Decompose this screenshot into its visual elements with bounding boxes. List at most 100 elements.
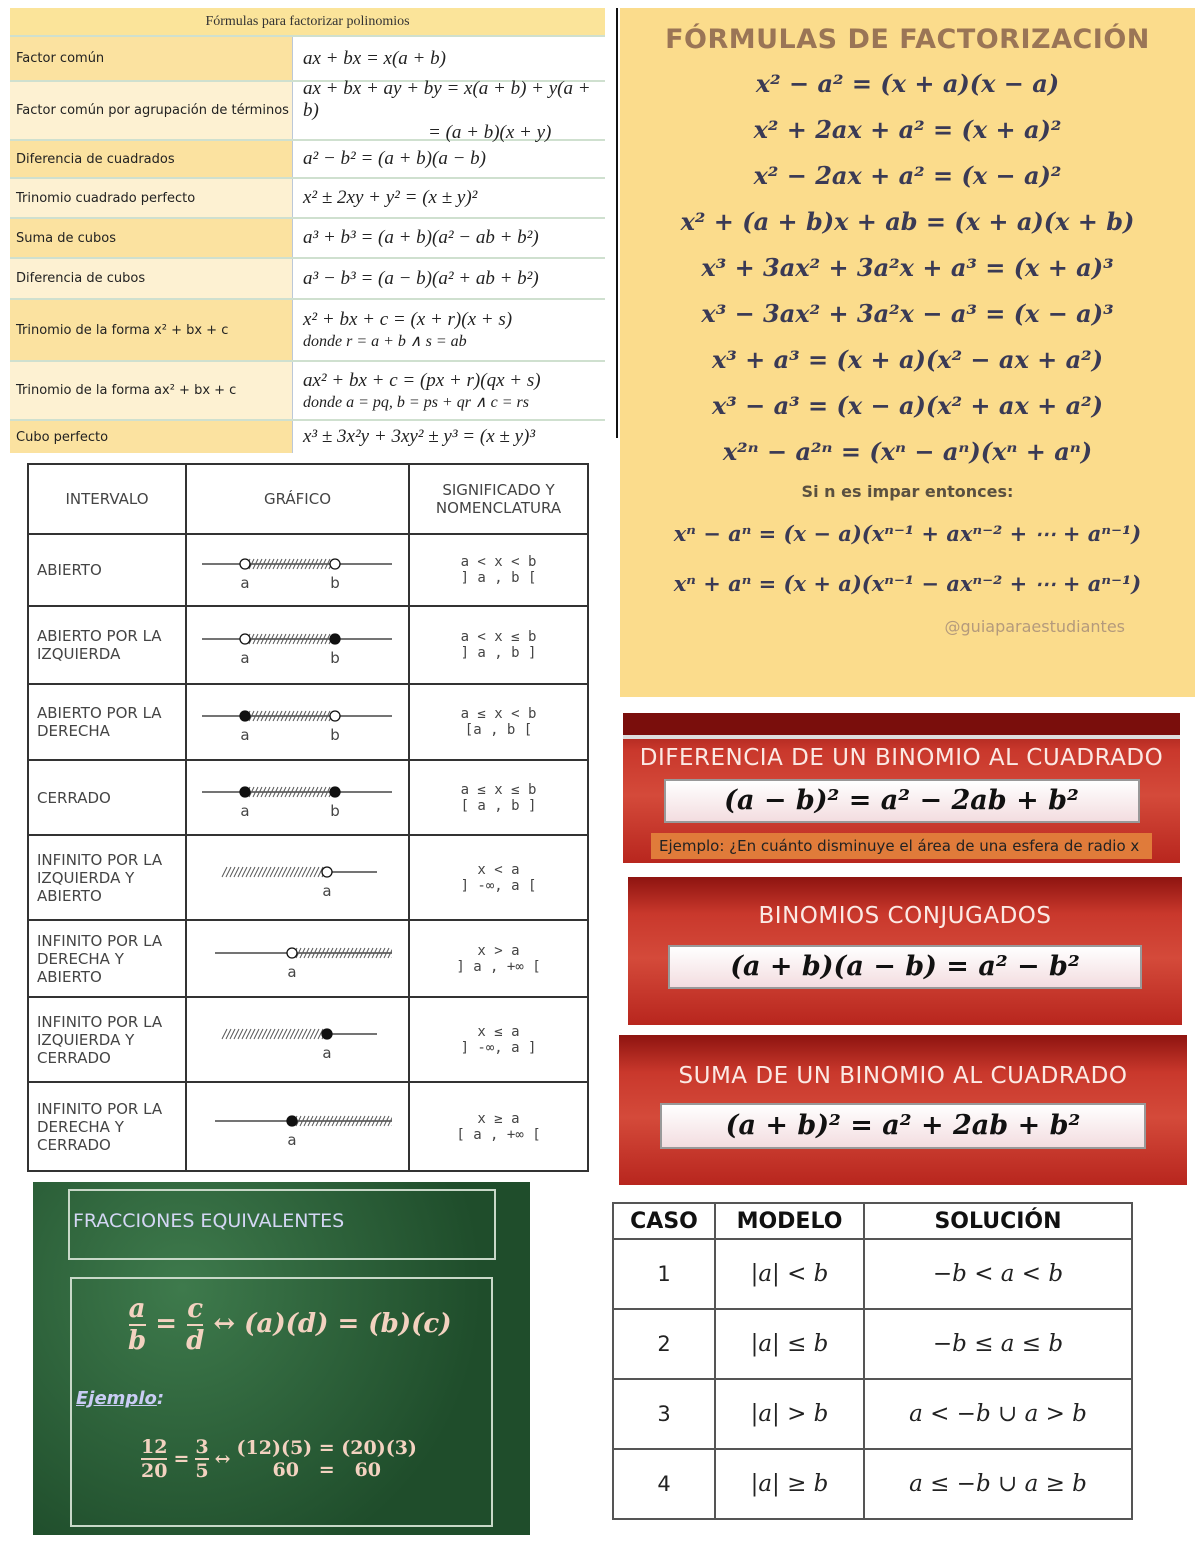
interval-meaning: x > a] a , +∞ [ xyxy=(408,919,589,998)
hatch-mark xyxy=(351,947,358,958)
endpoint-label: b xyxy=(330,726,340,744)
formula-name: Trinomio cuadrado perfecto xyxy=(10,179,293,217)
open-endpoint xyxy=(321,865,333,878)
hatch-mark xyxy=(297,866,304,877)
formula-row: Factor común ax + bx = x(a + b) xyxy=(10,35,605,80)
hatch-mark xyxy=(264,786,271,797)
odd-formula: xⁿ − aⁿ = (x − a)(xⁿ⁻¹ + axⁿ⁻² + ⋯ + aⁿ⁻… xyxy=(673,521,1142,546)
interval-name: INFINITO POR LA IZQUIERDA Y ABIERTO xyxy=(27,834,187,921)
interval-row: ABIERTO a b a < x < b] a , b [ xyxy=(27,533,589,607)
notation: ] -∞, a ] xyxy=(460,1039,537,1056)
case-number: 4 xyxy=(612,1448,716,1520)
hatch-mark xyxy=(327,1115,334,1126)
denominator: b xyxy=(128,1326,147,1356)
hatch-mark xyxy=(320,710,327,722)
hatch-mark xyxy=(288,633,295,645)
hatch-mark xyxy=(295,1115,302,1126)
hatch-mark xyxy=(272,710,279,722)
example-text: Ejemplo: ¿En cuánto disminuye el área de… xyxy=(651,833,1152,859)
formula: x³ ± 3x²y + 3xy² ± y³ = (x ± y)³ xyxy=(303,426,536,447)
hatch-mark xyxy=(347,947,354,958)
hatch-mark xyxy=(273,866,280,877)
hatch-mark xyxy=(363,1115,370,1126)
hatch-mark xyxy=(293,1028,300,1039)
hatch-mark xyxy=(383,947,390,958)
hatch-mark xyxy=(256,710,263,722)
hatch-mark xyxy=(363,947,370,958)
formula-cell: x² ± 2xy + y² = (x ± y)² xyxy=(293,179,605,217)
hatch-mark xyxy=(309,866,316,877)
hatch-mark xyxy=(308,710,315,722)
endpoint-label: b xyxy=(330,574,340,592)
interval-meaning: a ≤ x < b [a , b [ xyxy=(408,683,589,761)
hatch-mark xyxy=(268,786,275,797)
hatch-mark xyxy=(359,1115,366,1126)
formula-note: donde r = a + b ∧ s = ab xyxy=(303,333,467,350)
formula-row: Factor común por agrupación de términos a… xyxy=(10,78,605,143)
hatch-mark xyxy=(320,633,327,645)
factorization-formula: x³ − a³ = (x − a)(x² + ax + a²) xyxy=(711,391,1103,420)
hatch-mark xyxy=(284,786,291,797)
interval-row: INFINITO POR LA IZQUIERDA Y ABIERTO a x < … xyxy=(27,834,589,921)
hatch-mark xyxy=(308,633,315,645)
hatch-mark xyxy=(276,558,283,570)
endpoint-label: a xyxy=(240,649,249,667)
hatch-mark xyxy=(248,558,255,570)
hatch-mark xyxy=(280,633,287,645)
hatch-mark xyxy=(300,558,307,570)
interval-graph: a xyxy=(185,919,410,998)
formula: x² + bx + c = (x + r)(x + s) xyxy=(303,309,513,330)
header-interval: INTERVALO xyxy=(27,463,187,535)
hatch-mark xyxy=(292,710,299,722)
header-case: CASO xyxy=(612,1202,716,1240)
endpoint-label: b xyxy=(330,802,340,820)
formula-box: (a + b)² = a² + 2ab + b² xyxy=(660,1103,1146,1149)
hatch-mark xyxy=(292,633,299,645)
hatch-mark xyxy=(221,866,228,877)
hatch-mark xyxy=(300,786,307,797)
hatch-mark xyxy=(316,558,323,570)
hatch-mark xyxy=(256,786,263,797)
case-number: 1 xyxy=(612,1238,716,1310)
hatch-mark xyxy=(276,710,283,722)
poster-title: FÓRMULAS DE FACTORIZACIÓN xyxy=(665,24,1150,55)
hatch-mark xyxy=(229,1028,236,1039)
factorization-formula: x³ + 3ax² + 3a²x + a³ = (x + a)³ xyxy=(701,253,1114,282)
hatch-mark xyxy=(292,786,299,797)
hatch-mark xyxy=(312,633,319,645)
notation: ] a , +∞ [ xyxy=(456,958,541,975)
notation: ] -∞, a [ xyxy=(460,877,537,894)
notation: [ a , +∞ [ xyxy=(456,1126,541,1143)
hatch-mark xyxy=(268,558,275,570)
solution: −b < a < b xyxy=(863,1238,1133,1310)
hatch-mark xyxy=(253,1028,260,1039)
formula-row: Trinomio cuadrado perfecto x² ± 2xy + y² … xyxy=(10,177,605,217)
hatch-mark xyxy=(316,786,323,797)
interval-graph: a xyxy=(185,834,410,921)
interval-meaning: a ≤ x ≤ b[ a , b ] xyxy=(408,759,589,836)
hatch-mark xyxy=(249,866,256,877)
closed-endpoint xyxy=(239,710,251,722)
inequality: a ≤ x < b xyxy=(460,706,537,722)
hatch-mark xyxy=(320,558,327,570)
hatch-mark xyxy=(288,786,295,797)
formula-name: Trinomio de la forma x² + bx + c xyxy=(10,300,293,360)
numerator: a xyxy=(128,1294,146,1326)
hatch-mark xyxy=(317,1028,324,1039)
interval-row: CERRADO a b a ≤ x ≤ b[ a , b ] xyxy=(27,759,589,836)
hatch-mark xyxy=(257,1028,264,1039)
hatch-mark xyxy=(316,633,323,645)
inequality: x ≥ a xyxy=(477,1110,520,1127)
interval-meaning: a < x ≤ b] a , b ] xyxy=(408,605,589,685)
hatch-mark xyxy=(304,710,311,722)
odd-note: Si n es impar entonces: xyxy=(801,482,1014,501)
header-meaning: SIGNIFICADO Y NOMENCLATURA xyxy=(408,463,589,535)
hatch-mark xyxy=(313,866,320,877)
formula: ax² + bx + c = (px + r)(qx + s) xyxy=(303,369,541,391)
interval-name: INFINITO POR LA IZQUIERDA Y CERRADO xyxy=(27,996,187,1083)
